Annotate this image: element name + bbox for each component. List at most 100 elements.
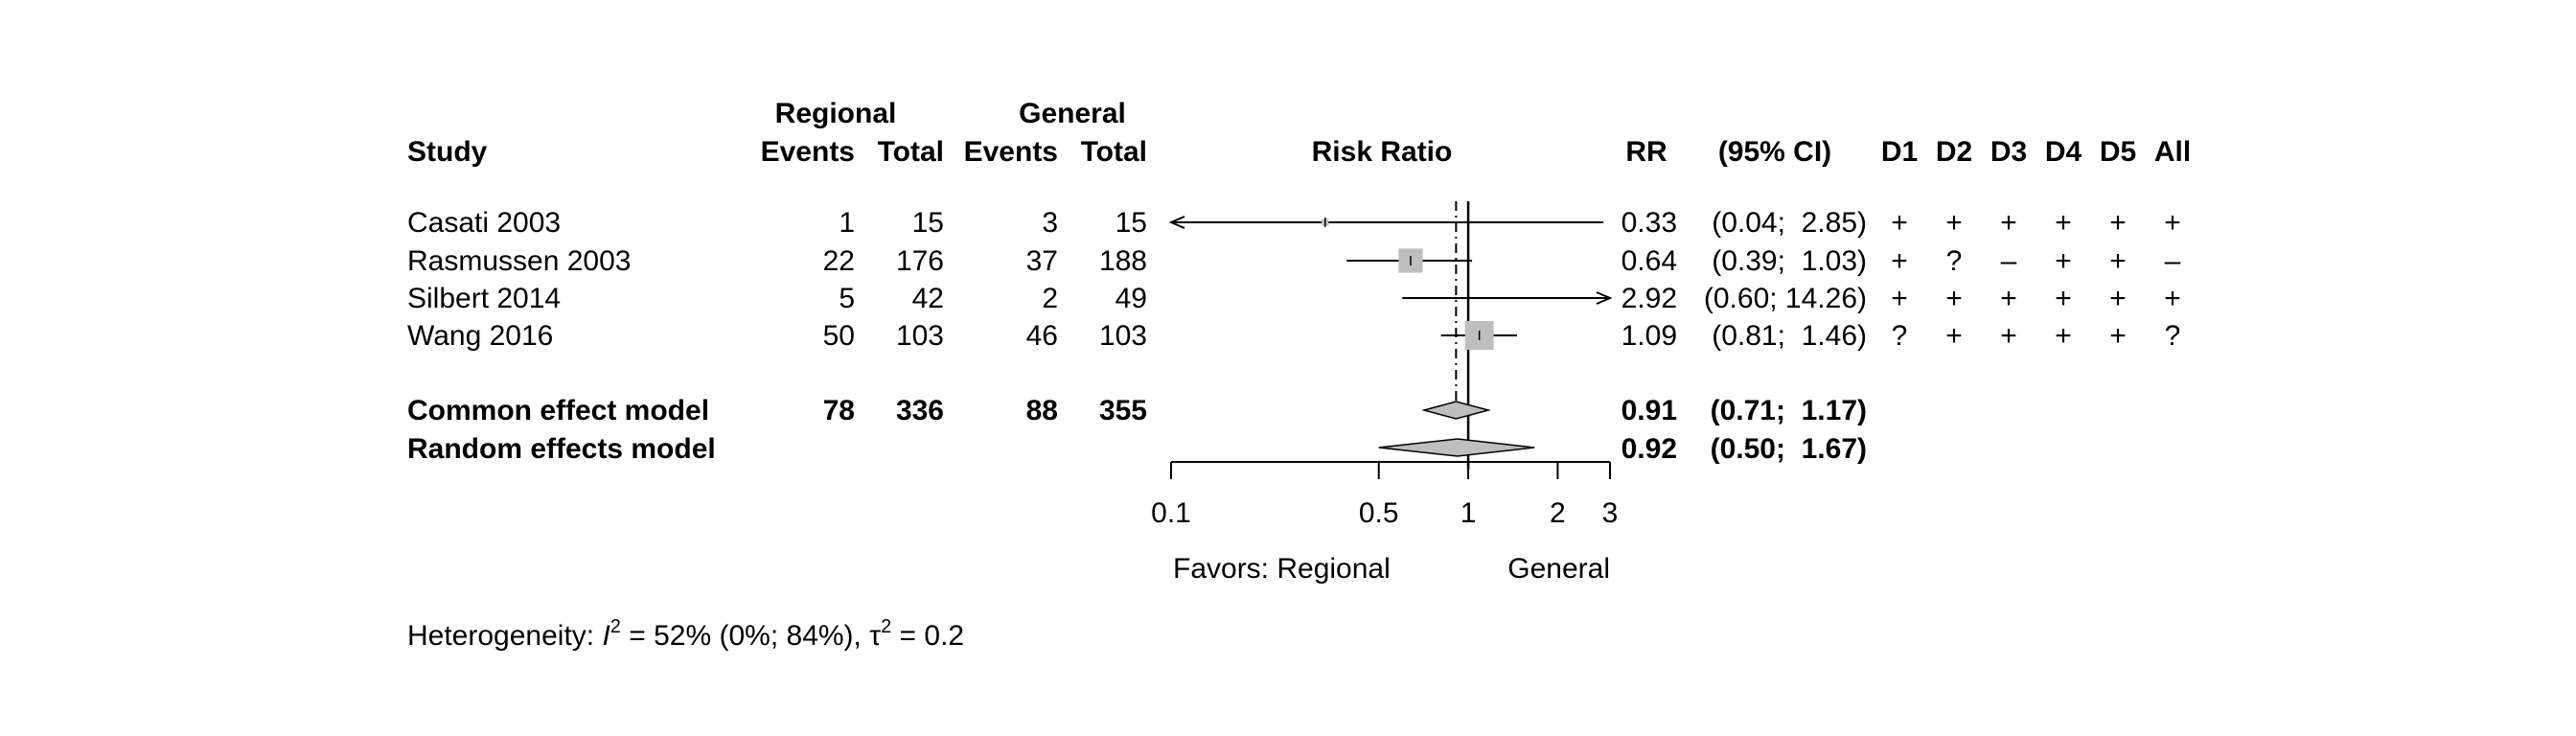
pooled-events-regional: 78 <box>823 395 855 426</box>
events-regional: 5 <box>839 283 855 314</box>
header-total-2: Total <box>1081 136 1147 168</box>
x-tick-label: 1 <box>1460 497 1477 529</box>
rr-value: 0.64 <box>1622 245 1677 277</box>
study-row: Rasmussen 2003 22 176 37 188 0.64 (0.39;… <box>407 245 2181 277</box>
pooled-events-general: 88 <box>1026 395 1058 426</box>
rob-d2: + <box>1945 320 1963 352</box>
pooled-row-random: Random effects model 0.92 (0.50; 1.67) <box>407 433 1867 465</box>
x-tick-label: 2 <box>1550 497 1566 529</box>
rr-value: 0.33 <box>1622 207 1677 239</box>
header-d4: D4 <box>2045 136 2082 168</box>
total-general: 15 <box>1116 207 1147 239</box>
events-general: 3 <box>1042 207 1058 239</box>
pooled-label: Random effects model <box>407 433 716 465</box>
pooled-total-general: 355 <box>1099 395 1147 426</box>
pooled-diamond <box>1378 438 1535 457</box>
pooled-total-regional: 336 <box>896 395 944 426</box>
study-name: Silbert 2014 <box>407 283 561 314</box>
total-general: 103 <box>1099 320 1147 352</box>
events-regional: 50 <box>823 320 855 352</box>
header-ci: (95% CI) <box>1718 136 1831 168</box>
het-prefix: Heterogeneity: <box>407 620 602 652</box>
pooled-diamond <box>1421 401 1492 420</box>
heterogeneity-text: Heterogeneity: I2 = 52% (0%; 84%), τ2 = … <box>407 616 964 652</box>
total-general: 49 <box>1116 283 1147 314</box>
header-events-1: Events <box>761 136 855 168</box>
total-regional: 15 <box>912 207 944 239</box>
rob-d5: + <box>2109 245 2127 277</box>
header-rr: RR <box>1625 136 1668 168</box>
total-regional: 42 <box>912 283 944 314</box>
study-row: Wang 2016 50 103 46 103 1.09 (0.81; 1.46… <box>407 320 2180 352</box>
pooled-label: Common effect model <box>407 395 709 426</box>
rob-all: + <box>2164 283 2181 314</box>
rob-d1: ? <box>1892 320 1908 352</box>
header-d1: D1 <box>1881 136 1918 168</box>
rob-d4: + <box>2055 283 2072 314</box>
events-regional: 1 <box>839 207 855 239</box>
axis-label-right: General <box>1507 553 1610 585</box>
rob-all: ? <box>2165 320 2181 352</box>
pooled-row-common: Common effect model 78 336 88 355 0.91 (… <box>407 395 1867 426</box>
events-regional: 22 <box>823 245 855 277</box>
rob-d5: + <box>2109 320 2127 352</box>
study-name: Rasmussen 2003 <box>407 245 631 277</box>
rr-value: 1.09 <box>1622 320 1677 352</box>
rob-d2: + <box>1945 207 1963 239</box>
x-tick-label: 0.1 <box>1151 497 1191 529</box>
study-name: Wang 2016 <box>407 320 553 352</box>
ci-arrow-right <box>1596 291 1613 305</box>
ci-value: (0.39; 1.03) <box>1712 245 1867 277</box>
header-total-1: Total <box>878 136 944 168</box>
total-regional: 103 <box>896 320 944 352</box>
rr-value: 2.92 <box>1622 283 1677 314</box>
rob-d3: + <box>2000 207 2017 239</box>
pooled-ci-value: (0.50; 1.67) <box>1711 433 1867 465</box>
ci-value: (0.60; 14.26) <box>1704 283 1867 314</box>
header-group1: Regional <box>775 98 897 129</box>
study-row: Casati 2003 1 15 3 15 0.33 (0.04; 2.85) … <box>407 207 2181 239</box>
header-study: Study <box>407 136 488 168</box>
rob-d1: + <box>1891 207 1908 239</box>
ci-value: (0.04; 2.85) <box>1712 207 1867 239</box>
het-i2-symbol: I <box>602 620 610 652</box>
rob-d2: ? <box>1946 245 1963 277</box>
header-events-2: Events <box>964 136 1058 168</box>
rob-d3: + <box>2000 320 2017 352</box>
rob-d4: + <box>2055 207 2072 239</box>
pooled-rr-value: 0.92 <box>1622 433 1677 465</box>
rob-d2: + <box>1945 283 1963 314</box>
x-tick-label: 0.5 <box>1359 497 1399 529</box>
pooled-ci-value: (0.71; 1.17) <box>1711 395 1867 426</box>
header-d3: D3 <box>1990 136 2027 168</box>
rob-d1: + <box>1891 245 1908 277</box>
total-regional: 176 <box>896 245 944 277</box>
het-i2-sup: 2 <box>610 616 621 637</box>
study-name: Casati 2003 <box>407 207 561 239</box>
rob-d5: + <box>2109 283 2127 314</box>
total-general: 188 <box>1099 245 1147 277</box>
header-d5: D5 <box>2100 136 2136 168</box>
plot-marks: 0.1 0.5 1 2 3 <box>1151 201 1618 529</box>
header-all: All <box>2154 136 2191 168</box>
ci-value: (0.81; 1.46) <box>1712 320 1867 352</box>
study-row: Silbert 2014 5 42 2 49 2.92 (0.60; 14.26… <box>407 283 2181 314</box>
het-tau-symbol: τ <box>869 620 881 652</box>
rob-d4: + <box>2055 320 2072 352</box>
header-group2: General <box>1019 98 1126 129</box>
events-general: 37 <box>1026 245 1058 277</box>
rob-all: – <box>2165 245 2181 277</box>
rob-d4: + <box>2055 245 2072 277</box>
rob-all: + <box>2164 207 2181 239</box>
header-d2: D2 <box>1936 136 1972 168</box>
axis-label-left: Favors: Regional <box>1173 553 1391 585</box>
events-general: 46 <box>1026 320 1058 352</box>
ci-arrow-left <box>1168 216 1185 229</box>
het-tau-sup: 2 <box>881 616 891 637</box>
rob-d3: + <box>2000 283 2017 314</box>
events-general: 2 <box>1042 283 1058 314</box>
rob-d3: – <box>2001 245 2017 277</box>
rob-d1: + <box>1891 283 1908 314</box>
rob-d5: + <box>2109 207 2127 239</box>
